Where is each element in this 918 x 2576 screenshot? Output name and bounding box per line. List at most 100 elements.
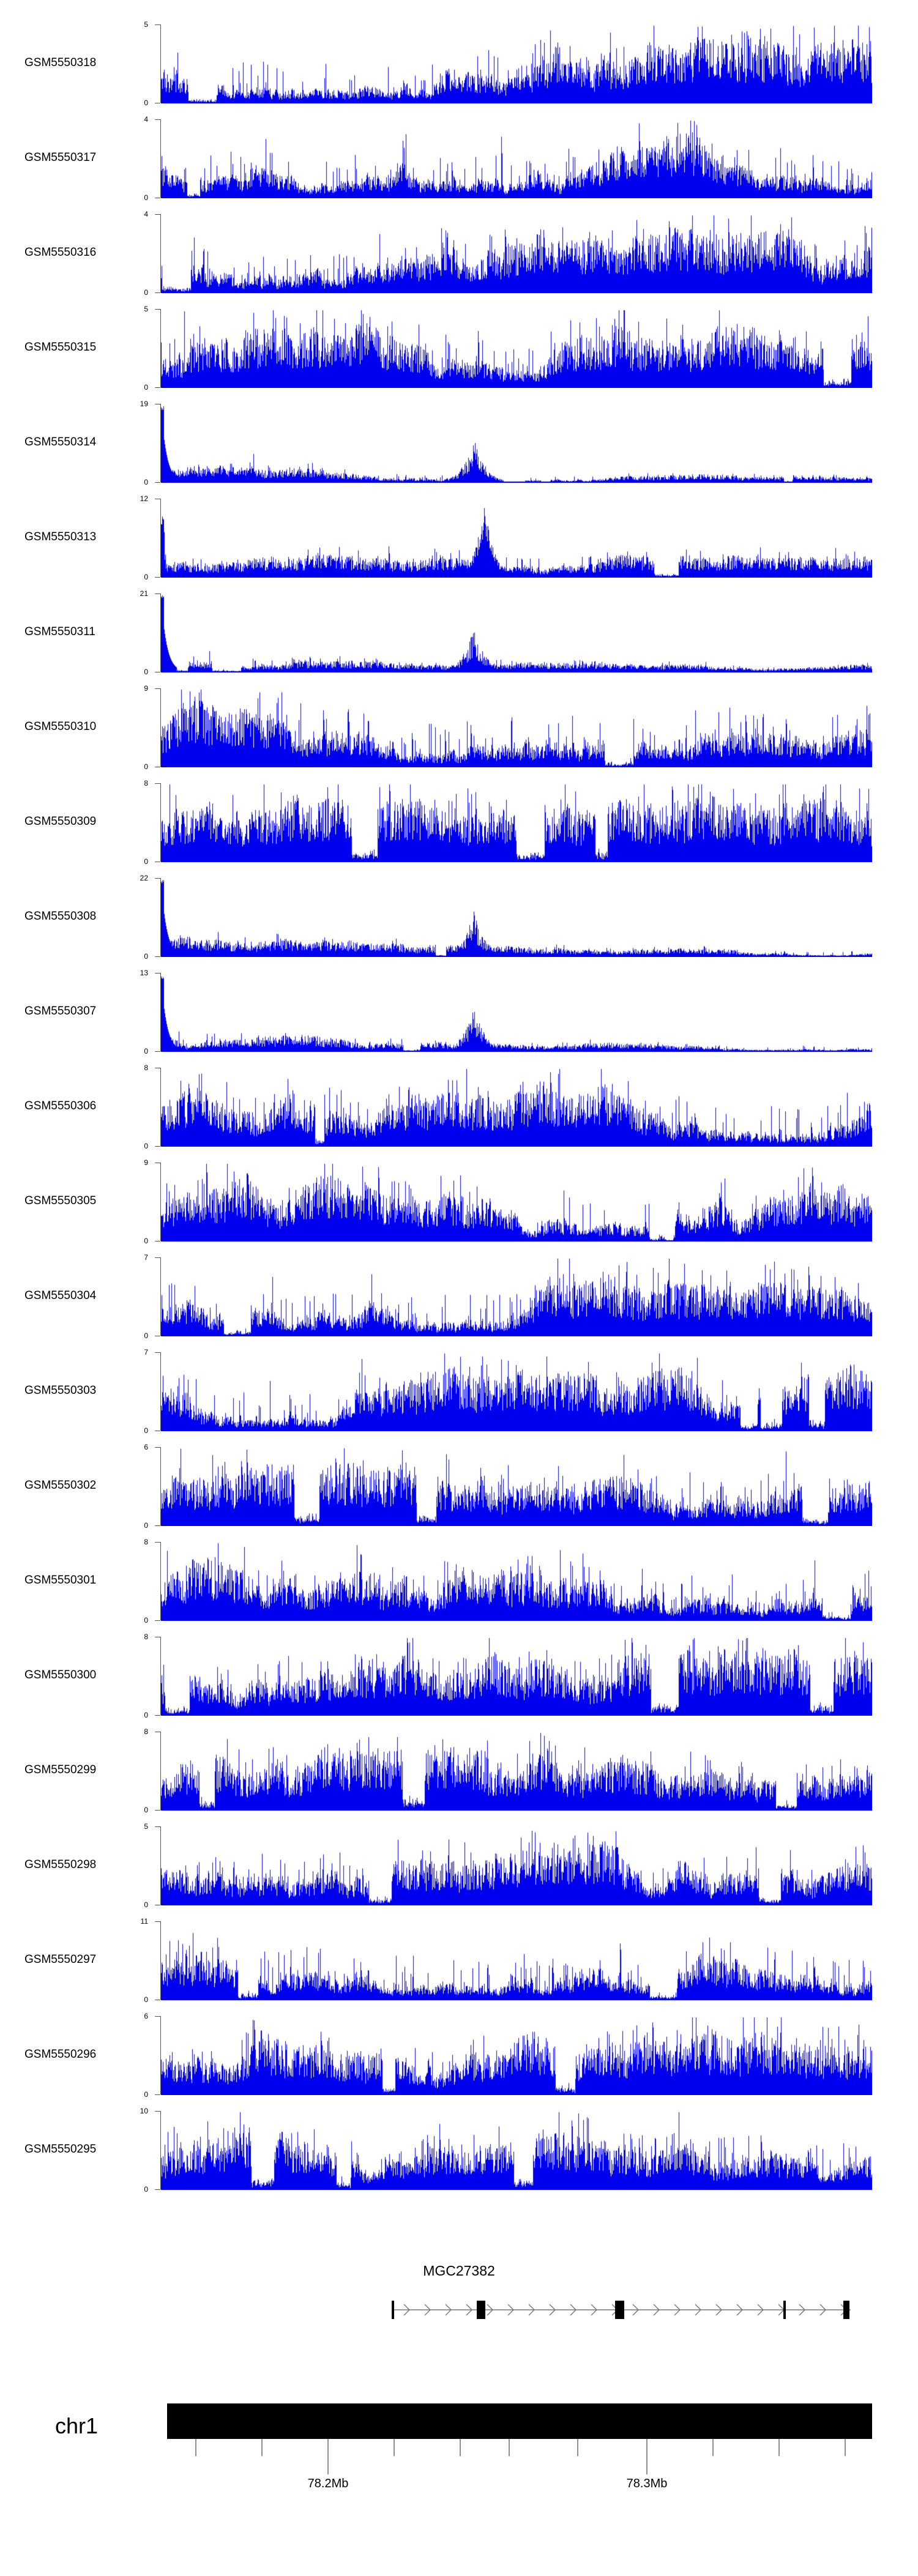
coverage-track[interactable]: GSM5550306 8 0 bbox=[0, 1064, 918, 1150]
y-axis-line bbox=[160, 1447, 161, 1525]
strand-arrow-icon bbox=[445, 2304, 452, 2316]
coverage-plot-area[interactable] bbox=[161, 24, 872, 103]
y-axis-min-value: 0 bbox=[144, 2090, 148, 2099]
coverage-track[interactable]: GSM5550296 6 0 bbox=[0, 2012, 918, 2098]
coverage-plot-area[interactable] bbox=[161, 1068, 872, 1147]
coverage-plot-area[interactable] bbox=[161, 1257, 872, 1336]
coverage-plot-area[interactable] bbox=[161, 783, 872, 862]
coverage-plot-area[interactable] bbox=[161, 973, 872, 1052]
coverage-histogram bbox=[161, 1826, 872, 1905]
strand-arrow-icon bbox=[819, 2304, 826, 2316]
coverage-track[interactable]: GSM5550315 5 0 bbox=[0, 305, 918, 391]
strand-arrow-icon bbox=[695, 2304, 701, 2316]
coverage-plot-area[interactable] bbox=[161, 2111, 872, 2190]
gene-model-diagram[interactable] bbox=[0, 2295, 918, 2325]
coverage-track[interactable]: GSM5550318 5 0 bbox=[0, 21, 918, 106]
y-axis-tick-min: 0 bbox=[144, 1711, 160, 1719]
coverage-plot-area[interactable] bbox=[161, 309, 872, 388]
y-axis-min-value: 0 bbox=[144, 193, 148, 202]
y-axis-max-value: 9 bbox=[144, 1158, 148, 1167]
track-sample-label: GSM5550309 bbox=[24, 815, 97, 828]
coverage-histogram bbox=[161, 1068, 872, 1147]
y-axis-min-value: 0 bbox=[144, 1711, 148, 1719]
coverage-histogram bbox=[161, 214, 872, 293]
y-axis-tick-max: 4 bbox=[144, 210, 160, 218]
y-axis-max-value: 8 bbox=[144, 1538, 148, 1546]
gene-exon-block[interactable] bbox=[783, 2301, 786, 2319]
y-axis-max-value: 5 bbox=[144, 305, 148, 313]
coverage-plot-area[interactable] bbox=[161, 214, 872, 293]
coverage-plot-area[interactable] bbox=[161, 1732, 872, 1811]
coverage-histogram bbox=[161, 1447, 872, 1526]
gene-exon-block[interactable] bbox=[615, 2301, 624, 2319]
y-axis-line bbox=[160, 2111, 161, 2189]
y-axis-tick-max: 4 bbox=[144, 116, 160, 123]
y-axis-tick-max: 6 bbox=[144, 2012, 160, 2020]
coverage-track[interactable]: GSM5550316 4 0 bbox=[0, 210, 918, 296]
y-axis-min-value: 0 bbox=[144, 1806, 148, 1814]
strand-arrow-icon bbox=[466, 2304, 472, 2316]
coverage-track[interactable]: GSM5550314 19 0 bbox=[0, 400, 918, 486]
coverage-plot-area[interactable] bbox=[161, 1163, 872, 1241]
gene-exon-block[interactable] bbox=[477, 2301, 485, 2319]
coverage-track[interactable]: GSM5550305 9 0 bbox=[0, 1159, 918, 1245]
y-axis-max-value: 22 bbox=[140, 874, 148, 882]
coverage-plot-area[interactable] bbox=[161, 688, 872, 767]
y-axis-min-value: 0 bbox=[144, 478, 148, 486]
strand-arrow-icon bbox=[674, 2304, 681, 2316]
coverage-track[interactable]: GSM5550313 12 0 bbox=[0, 495, 918, 581]
y-axis-min-value: 0 bbox=[144, 383, 148, 392]
strand-arrow-icon bbox=[632, 2304, 639, 2316]
y-axis-max-value: 5 bbox=[144, 1822, 148, 1831]
coverage-plot-area[interactable] bbox=[161, 594, 872, 672]
coverage-histogram bbox=[161, 119, 872, 198]
coverage-track[interactable]: GSM5550302 6 0 bbox=[0, 1443, 918, 1529]
coverage-track[interactable]: GSM5550300 8 0 bbox=[0, 1633, 918, 1719]
y-axis-tick-max: 5 bbox=[144, 1823, 160, 1830]
coverage-plot-area[interactable] bbox=[161, 119, 872, 198]
track-sample-label: GSM5550315 bbox=[24, 341, 97, 354]
coverage-plot-area[interactable] bbox=[161, 499, 872, 578]
coverage-plot-area[interactable] bbox=[161, 1447, 872, 1526]
coverage-plot-area[interactable] bbox=[161, 1352, 872, 1431]
coverage-plot-area[interactable] bbox=[161, 2016, 872, 2095]
coverage-track[interactable]: GSM5550317 4 0 bbox=[0, 116, 918, 202]
coverage-track[interactable]: GSM5550308 22 0 bbox=[0, 874, 918, 960]
y-axis-min-value: 0 bbox=[144, 288, 148, 297]
track-sample-label: GSM5550318 bbox=[24, 56, 97, 69]
gene-exon-block[interactable] bbox=[843, 2301, 849, 2319]
track-sample-label: GSM5550313 bbox=[24, 530, 97, 543]
coverage-plot-area[interactable] bbox=[161, 1826, 872, 1905]
coverage-track[interactable]: GSM5550311 21 0 bbox=[0, 590, 918, 676]
y-axis-tick-max: 9 bbox=[144, 685, 160, 692]
coverage-plot-area[interactable] bbox=[161, 878, 872, 957]
strand-arrow-icon bbox=[403, 2304, 410, 2316]
coverage-histogram bbox=[161, 24, 872, 103]
coverage-plot-area[interactable] bbox=[161, 1637, 872, 1716]
gene-exon-block[interactable] bbox=[392, 2301, 394, 2319]
y-axis-line bbox=[160, 119, 161, 198]
coverage-track[interactable]: GSM5550309 8 0 bbox=[0, 780, 918, 865]
coverage-track[interactable]: GSM5550301 8 0 bbox=[0, 1538, 918, 1624]
y-axis-tick-max: 7 bbox=[144, 1349, 160, 1356]
coverage-histogram bbox=[161, 2111, 872, 2190]
coverage-track[interactable]: GSM5550307 13 0 bbox=[0, 969, 918, 1055]
coverage-track[interactable]: GSM5550298 5 0 bbox=[0, 1823, 918, 1908]
strand-arrow-icon bbox=[757, 2304, 764, 2316]
gene-annotation-section: MGC27382 bbox=[0, 2239, 918, 2343]
coverage-histogram bbox=[161, 1257, 872, 1336]
coverage-track[interactable]: GSM5550299 8 0 bbox=[0, 1728, 918, 1814]
coverage-plot-area[interactable] bbox=[161, 1921, 872, 2000]
coverage-plot-area[interactable] bbox=[161, 404, 872, 483]
coverage-track[interactable]: GSM5550295 10 0 bbox=[0, 2107, 918, 2193]
gene-name-label: MGC27382 bbox=[423, 2263, 495, 2279]
coverage-track[interactable]: GSM5550310 9 0 bbox=[0, 685, 918, 770]
coverage-plot-area[interactable] bbox=[161, 1542, 872, 1621]
coverage-track[interactable]: GSM5550303 7 0 bbox=[0, 1349, 918, 1434]
y-axis-tick-max: 5 bbox=[144, 21, 160, 28]
chromosome-ideogram-section: chr1 78.2Mb 78.3Mb bbox=[0, 2374, 918, 2576]
y-axis-max-value: 13 bbox=[140, 969, 148, 977]
coverage-track[interactable]: GSM5550304 7 0 bbox=[0, 1254, 918, 1339]
strand-arrow-icon bbox=[528, 2304, 535, 2316]
coverage-track[interactable]: GSM5550297 11 0 bbox=[0, 1918, 918, 2003]
